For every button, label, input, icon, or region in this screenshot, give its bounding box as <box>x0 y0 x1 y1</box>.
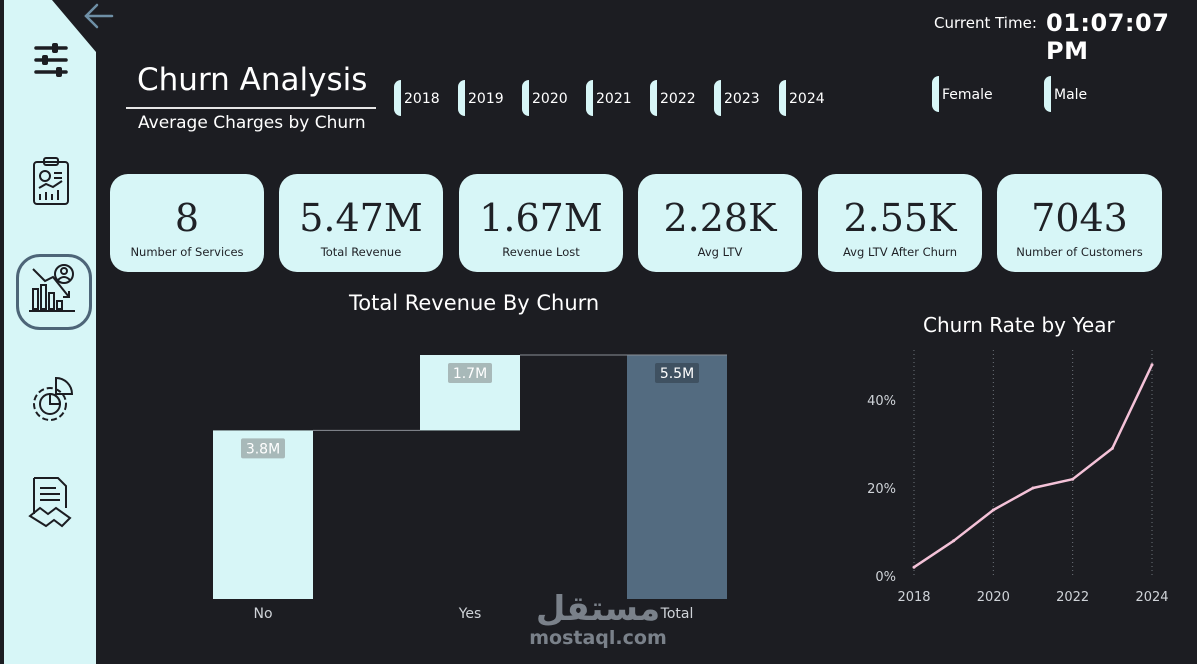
data-label-background <box>241 438 285 459</box>
kpi-card-total-revenue: 5.47M Total Revenue <box>279 174 443 272</box>
back-arrow-icon[interactable] <box>82 0 116 34</box>
sidebar <box>4 0 96 664</box>
kpi-value: 5.47M <box>299 196 423 240</box>
page-title: Churn Analysis <box>137 62 368 98</box>
watermark-latin: mostaql.com <box>529 627 667 649</box>
kpi-card-customers: 7043 Number of Customers <box>997 174 1162 272</box>
kpi-label: Avg LTV <box>697 245 743 259</box>
page-subtitle: Average Charges by Churn <box>138 113 366 133</box>
current-time-value: 01:07:07 PM <box>1046 9 1170 65</box>
contract-handshake-icon[interactable] <box>26 474 76 528</box>
data-point <box>952 539 956 543</box>
kpi-card-services: 8 Number of Services <box>110 174 264 272</box>
year-slicer-label: 2019 <box>468 91 504 107</box>
data-point <box>991 508 995 512</box>
data-point <box>1071 477 1075 481</box>
data-label: 1.7M <box>453 366 487 382</box>
kpi-label: Total Revenue <box>320 245 402 259</box>
gender-slicer-label: Male <box>1054 87 1088 103</box>
report-clipboard-icon[interactable] <box>26 156 76 206</box>
kpi-label: Number of Services <box>130 245 244 259</box>
gender-slicer-label: Female <box>942 87 993 103</box>
line-chart-title: Churn Rate by Year <box>923 313 1115 337</box>
kpi-label: Revenue Lost <box>502 245 580 259</box>
kpi-value: 2.55K <box>843 196 957 240</box>
data-point <box>1150 363 1154 367</box>
mostaql-watermark: مستقل mostaql.com <box>518 588 678 658</box>
year-slicer-label: 2022 <box>660 91 696 107</box>
kpi-label: Avg LTV After Churn <box>842 245 958 259</box>
data-label-background <box>655 363 699 383</box>
kpi-value: 7043 <box>1031 196 1128 240</box>
settings-pie-icon[interactable] <box>26 372 76 422</box>
y-tick-label: 0% <box>875 570 896 585</box>
data-label-background <box>448 363 492 383</box>
data-label: 3.8M <box>246 441 280 457</box>
year-slicer-label: 2021 <box>596 91 632 107</box>
waterfall-chart: 3.8M No 1.7M Yes 5.5M Total <box>213 354 727 622</box>
waterfall-bar <box>213 430 313 599</box>
waterfall-chart-title: Total Revenue By Churn <box>349 291 600 315</box>
kpi-card-revenue-lost: 1.67M Revenue Lost <box>459 174 623 272</box>
x-tick-label: 2022 <box>1056 590 1089 605</box>
kpi-value: 8 <box>174 196 200 240</box>
waterfall-bar <box>627 355 727 599</box>
churn-analysis-nav[interactable] <box>16 254 92 330</box>
watermark-arabic: مستقل <box>536 589 660 629</box>
x-tick-label: 2020 <box>977 590 1010 605</box>
sidebar-notch <box>52 0 96 52</box>
data-point <box>1031 486 1035 490</box>
data-label: 5.5M <box>660 366 694 382</box>
kpi-label: Number of Customers <box>1016 245 1143 259</box>
y-tick-label: 20% <box>867 482 896 497</box>
current-time-label: Current Time: <box>934 14 1037 32</box>
data-point <box>1110 446 1114 450</box>
year-slicer-label: 2018 <box>404 91 440 107</box>
year-slicer-label: 2023 <box>724 91 760 107</box>
y-tick-label: 40% <box>867 394 896 409</box>
title-divider <box>126 107 376 109</box>
year-slicer-label: 2024 <box>789 91 825 107</box>
kpi-value: 2.28K <box>663 196 777 240</box>
category-tick-label: No <box>253 606 272 622</box>
x-tick-label: 2024 <box>1135 590 1168 605</box>
kpi-value: 1.67M <box>479 196 603 240</box>
churn-analysis-icon <box>29 264 75 312</box>
line-chart: 2018 2020 2022 2024 0% 20% 40% <box>867 350 1169 605</box>
data-point <box>912 565 916 569</box>
category-tick-label: Yes <box>458 606 482 622</box>
kpi-card-avg-ltv: 2.28K Avg LTV <box>638 174 802 272</box>
year-slicer-label: 2020 <box>532 91 568 107</box>
churn-rate-line <box>913 364 1154 569</box>
category-tick-label: Total <box>660 606 694 622</box>
x-tick-label: 2018 <box>897 590 930 605</box>
kpi-card-avg-ltv-after-churn: 2.55K Avg LTV After Churn <box>818 174 982 272</box>
